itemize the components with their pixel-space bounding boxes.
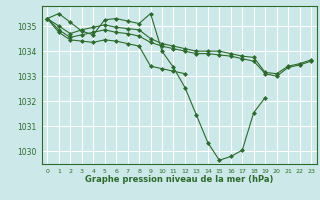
X-axis label: Graphe pression niveau de la mer (hPa): Graphe pression niveau de la mer (hPa): [85, 175, 273, 184]
